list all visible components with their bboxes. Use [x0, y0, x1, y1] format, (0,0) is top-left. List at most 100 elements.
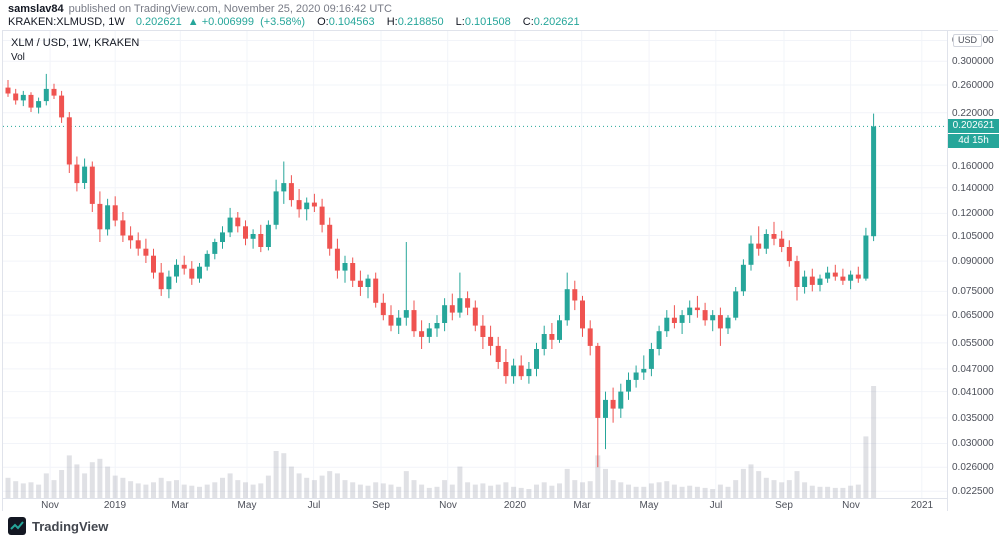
volume-bar [434, 486, 440, 498]
volume-bar [28, 482, 34, 498]
time-axis-label: 2020 [503, 500, 527, 511]
volume-bar [13, 481, 19, 498]
candle [526, 362, 532, 384]
volume-bar [802, 482, 808, 498]
volume-bar [120, 477, 126, 498]
username-link[interactable]: samslav84 [8, 3, 64, 15]
volume-bar [717, 484, 723, 498]
price-axis-label: 0.041000 [952, 387, 994, 398]
volume-bar [350, 482, 356, 498]
volume-bar [587, 481, 593, 498]
candle [710, 310, 716, 332]
candle [618, 383, 624, 418]
volume-bar [143, 484, 149, 498]
candle [296, 189, 302, 218]
low-label: L: [455, 16, 465, 28]
open-label: O: [317, 16, 329, 28]
candle [595, 342, 601, 468]
candle [779, 230, 785, 253]
price-axis-label: 0.090000 [952, 256, 994, 267]
candle [265, 220, 271, 251]
symbol-link[interactable]: KRAKEN:XLMUSD, 1W [8, 16, 125, 28]
volume-bar [82, 473, 88, 498]
candle [472, 300, 478, 332]
currency-toggle-button[interactable]: USD [953, 34, 983, 47]
chart-legend-volume[interactable]: Vol [11, 52, 25, 63]
volume-bar [51, 480, 57, 498]
candle [411, 300, 417, 337]
candlestick-chart[interactable] [3, 31, 947, 498]
volume-bar [181, 484, 187, 498]
time-axis-label: May [237, 500, 257, 511]
candle [809, 268, 815, 292]
volume-bar [258, 483, 264, 498]
volume-bar [526, 489, 532, 498]
candle [373, 272, 379, 308]
volume-bar [648, 483, 654, 498]
volume-bar [549, 485, 555, 498]
candle [587, 320, 593, 356]
volume-bar [250, 484, 256, 498]
time-axis-label: 2019 [103, 500, 127, 511]
candle [281, 161, 287, 204]
candle [59, 90, 65, 123]
volume-bar [36, 484, 42, 498]
volume-bar [832, 487, 838, 498]
volume-bar [480, 483, 486, 498]
candle [197, 263, 202, 283]
volume-bar [848, 485, 854, 498]
candle [825, 266, 831, 283]
volume-bar [511, 486, 517, 498]
volume-bar [426, 487, 432, 498]
candle [848, 270, 854, 290]
volume-bar [840, 487, 846, 498]
volume-bar [855, 484, 861, 498]
volume-bar [105, 466, 111, 498]
candle [243, 220, 248, 246]
candle [220, 226, 225, 249]
candle [273, 179, 279, 230]
candle [733, 287, 739, 321]
time-axis-label: Mar [573, 500, 591, 511]
candle [365, 274, 371, 299]
candle [128, 226, 134, 249]
volume-bar [365, 485, 371, 498]
volume-bar [89, 462, 95, 498]
change-percent: (+3.58%) [260, 16, 306, 28]
candle [641, 355, 647, 380]
price-axis[interactable]: USD 0.202621 4d 15h 0.3400000.3000000.26… [947, 31, 999, 512]
candle [143, 238, 149, 263]
candle [465, 291, 471, 316]
candle [288, 175, 294, 207]
price-axis-label: 0.140000 [952, 183, 994, 194]
tradingview-logo-link[interactable]: TradingView [8, 517, 108, 535]
volume-bar [327, 471, 333, 498]
candle [725, 315, 731, 334]
volume-bar [564, 468, 570, 498]
price-axis-label: 0.105000 [952, 231, 994, 242]
last-price-text: 0.202621 [135, 16, 182, 28]
volume-bar [664, 481, 670, 498]
candle [89, 161, 95, 212]
price-axis-label: 0.075000 [952, 286, 994, 297]
chart-legend-symbol[interactable]: XLM / USD, 1W, KRAKEN [11, 37, 140, 49]
time-axis[interactable]: Nov 2019 Mar May Jul Sep Nov 2020 Mar May Jul Sep No… [3, 498, 947, 511]
volume-bar [189, 485, 195, 498]
volume-bar [748, 464, 754, 498]
volume-bar [319, 475, 325, 498]
candle [557, 315, 562, 343]
price-axis-label: 0.035000 [952, 413, 994, 424]
time-axis-label: Nov [842, 500, 860, 511]
bar-close-countdown: 4d 15h [948, 134, 999, 148]
candle [840, 268, 846, 285]
price-axis-label: 0.065000 [952, 310, 994, 321]
time-axis-label: Jul [307, 500, 321, 511]
volume-bar [771, 480, 777, 498]
candle [36, 97, 42, 114]
volume-bar [342, 480, 348, 498]
volume-bar [656, 482, 662, 498]
volume-bar [380, 483, 386, 498]
candle [817, 274, 823, 292]
volume-bar [786, 480, 792, 498]
candle [656, 325, 662, 356]
